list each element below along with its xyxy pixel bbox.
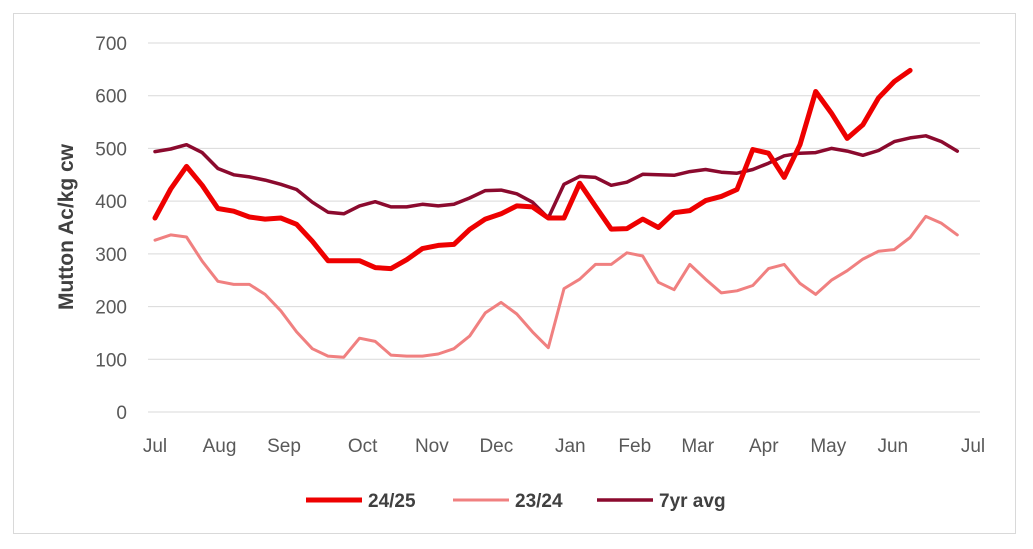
legend: 24/25 23/24 7yr avg bbox=[306, 491, 726, 512]
x-tick-label: Jul bbox=[961, 436, 985, 457]
series-lines bbox=[152, 67, 960, 359]
x-tick-label: Jun bbox=[877, 436, 908, 457]
legend-label: 23/24 bbox=[515, 491, 563, 512]
chart-frame bbox=[13, 13, 1016, 534]
x-tick-label: Jul bbox=[143, 436, 167, 457]
y-axis-ticks: 0 100 200 300 400 500 600 700 bbox=[95, 34, 127, 424]
series-line-23-24 bbox=[153, 214, 959, 359]
x-tick-label: Oct bbox=[348, 436, 378, 457]
x-tick-label: Sep bbox=[267, 436, 301, 457]
y-tick-label: 600 bbox=[95, 87, 127, 108]
legend-label: 7yr avg bbox=[659, 491, 726, 512]
legend-label: 24/25 bbox=[368, 491, 416, 512]
x-tick-label: Apr bbox=[749, 436, 779, 457]
y-tick-label: 400 bbox=[95, 192, 127, 213]
y-axis-label: Mutton Ac/kg cw bbox=[55, 143, 78, 310]
x-tick-label: Aug bbox=[203, 436, 237, 457]
x-tick-label: Feb bbox=[618, 436, 651, 457]
gridlines bbox=[148, 42, 980, 413]
series-line-24-25 bbox=[152, 67, 913, 272]
x-tick-label: Jan bbox=[555, 436, 586, 457]
x-tick-label: May bbox=[810, 436, 846, 457]
y-tick-label: 700 bbox=[95, 34, 127, 55]
y-tick-label: 0 bbox=[116, 403, 127, 424]
series-line-7yr-avg bbox=[153, 134, 960, 220]
y-tick-label: 200 bbox=[95, 298, 127, 319]
x-tick-label: Dec bbox=[479, 436, 513, 457]
x-axis-ticks: Jul Aug Sep Oct Nov Dec Jan Feb Mar Apr May Jun Jul bbox=[143, 436, 985, 457]
x-tick-label: Nov bbox=[415, 436, 449, 457]
y-tick-label: 100 bbox=[95, 350, 127, 371]
x-tick-label: Mar bbox=[681, 436, 714, 457]
y-tick-label: 500 bbox=[95, 139, 127, 160]
y-tick-label: 300 bbox=[95, 245, 127, 266]
